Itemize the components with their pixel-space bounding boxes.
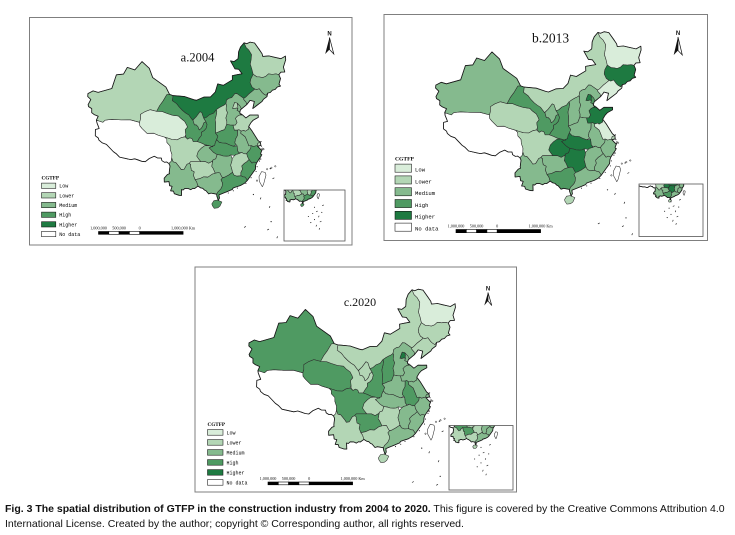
svg-text:1,000,000: 1,000,000 [448,223,465,229]
svg-text:0: 0 [308,476,310,481]
svg-text:No data: No data [227,481,248,487]
svg-text:500,000: 500,000 [112,225,126,231]
svg-text:Higher: Higher [415,214,435,221]
svg-text:Fig. 3 The spatial distributio: Fig. 3 The spatial distribution of GTFP … [5,503,725,515]
svg-text:Higher: Higher [227,471,245,477]
svg-text:500,000: 500,000 [470,223,484,229]
svg-text:No data: No data [59,232,80,238]
svg-text:CGTFP: CGTFP [42,176,60,182]
svg-text:High: High [59,213,71,219]
svg-text:Low: Low [59,184,68,190]
svg-text:Medium: Medium [59,203,77,209]
svg-text:a.2004: a.2004 [181,51,215,65]
svg-text:Low: Low [415,167,426,174]
svg-text:1,000,000: 1,000,000 [90,225,107,231]
svg-text:1,000,000 Km: 1,000,000 Km [171,225,196,231]
svg-text:No data: No data [415,226,439,233]
svg-text:c.2020: c.2020 [344,295,376,309]
svg-text:1,000,000 Km: 1,000,000 Km [529,223,554,229]
svg-text:N: N [676,31,680,37]
svg-text:Lower: Lower [415,178,432,185]
svg-text:N: N [327,32,331,38]
svg-text:Medium: Medium [227,451,245,457]
svg-text:High: High [415,202,428,209]
svg-text:International License. Created: International License. Created by the au… [5,518,464,530]
svg-text:Higher: Higher [59,222,77,228]
svg-text:1,000,000: 1,000,000 [260,476,277,482]
svg-text:Lower: Lower [227,441,242,447]
svg-text:CGTFP: CGTFP [395,157,415,163]
svg-text:0: 0 [496,223,498,228]
svg-text:0: 0 [139,225,141,230]
svg-text:High: High [227,461,239,467]
svg-text:Low: Low [227,431,236,437]
svg-text:Lower: Lower [59,193,74,199]
svg-text:Medium: Medium [415,190,436,197]
svg-text:CGTFP: CGTFP [208,422,226,428]
svg-text:1,000,000 Km: 1,000,000 Km [341,476,366,482]
svg-text:N: N [486,287,490,293]
svg-text:500,000: 500,000 [282,476,296,482]
svg-text:b.2013: b.2013 [532,31,569,46]
